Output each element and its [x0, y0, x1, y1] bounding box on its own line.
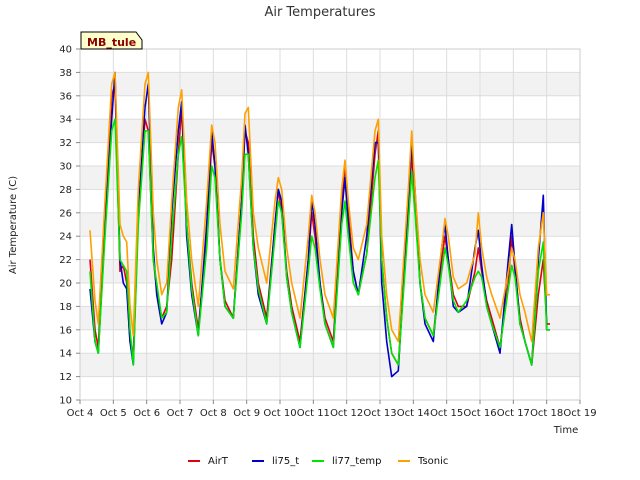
y-tick-label: 24: [59, 232, 72, 243]
x-tick-label: Oct 10: [263, 408, 296, 419]
x-tick-label: Oct 7: [167, 408, 194, 419]
x-axis-ticks: Oct 4 Oct 5 Oct 6 Oct 7 Oct 8 Oct 9 Oct 10 Oct …: [67, 400, 597, 419]
y-tick-label: 28: [59, 185, 72, 196]
legend-label: AirT: [208, 456, 229, 467]
x-tick-label: Oct 4: [67, 408, 94, 419]
x-tick-label: Oct 12: [330, 408, 363, 419]
x-axis-title: Time: [553, 425, 578, 436]
y-tick-label: 10: [59, 396, 72, 407]
y-tick-label: 22: [59, 255, 72, 266]
plot-band: [80, 306, 580, 330]
x-tick-label: Oct 14: [397, 408, 430, 419]
legend: AirT li75_t li77_temp Tsonic: [188, 456, 448, 467]
legend-label: Tsonic: [417, 456, 448, 467]
y-tick-label: 16: [59, 325, 72, 336]
y-tick-label: 40: [59, 45, 72, 56]
y-tick-label: 14: [59, 349, 72, 360]
x-tick-label: Oct 13: [363, 408, 396, 419]
y-tick-label: 38: [59, 68, 72, 79]
plot-band: [80, 166, 580, 190]
y-tick-label: 36: [59, 91, 72, 102]
x-tick-label: Oct 19: [563, 408, 596, 419]
y-tick-label: 32: [59, 138, 72, 149]
y-tick-label: 26: [59, 208, 72, 219]
x-tick-label: Oct 9: [233, 408, 260, 419]
y-tick-label: 34: [59, 115, 72, 126]
legend-label: li77_temp: [332, 456, 381, 467]
plot-band: [80, 119, 580, 143]
series-line-li77-temp: [89, 118, 550, 366]
plot-band: [80, 72, 580, 96]
y-tick-label: 18: [59, 302, 72, 313]
site-label: MB_tule: [87, 36, 136, 49]
plot-band: [80, 353, 580, 377]
chart-title: Air Temperatures: [264, 5, 375, 20]
x-tick-label: Oct 6: [133, 408, 160, 419]
x-tick-label: Oct 17: [497, 408, 530, 419]
y-tick-label: 30: [59, 162, 72, 173]
series-lines: [89, 71, 550, 378]
y-tick-label: 20: [59, 279, 72, 290]
plot-area-frame: [79, 48, 581, 401]
y-axis-title: Air Temperature (C): [8, 176, 19, 274]
site-label-box: MB_tule: [80, 31, 143, 50]
x-tick-label: Oct 18: [530, 408, 563, 419]
x-tick-label: Oct 8: [200, 408, 227, 419]
legend-label: li75_t: [272, 456, 299, 467]
series-line-tsonic: [89, 71, 550, 343]
y-tick-label: 12: [59, 372, 72, 383]
y-axis-ticks: 10 12 14 16 18 20 22 24 26 28 30 32 34 36 38 40: [59, 45, 80, 407]
x-tick-label: Oct 11: [297, 408, 330, 419]
x-tick-label: Oct 15: [430, 408, 463, 419]
x-tick-label: Oct 5: [100, 408, 127, 419]
x-tick-label: Oct 16: [463, 408, 496, 419]
